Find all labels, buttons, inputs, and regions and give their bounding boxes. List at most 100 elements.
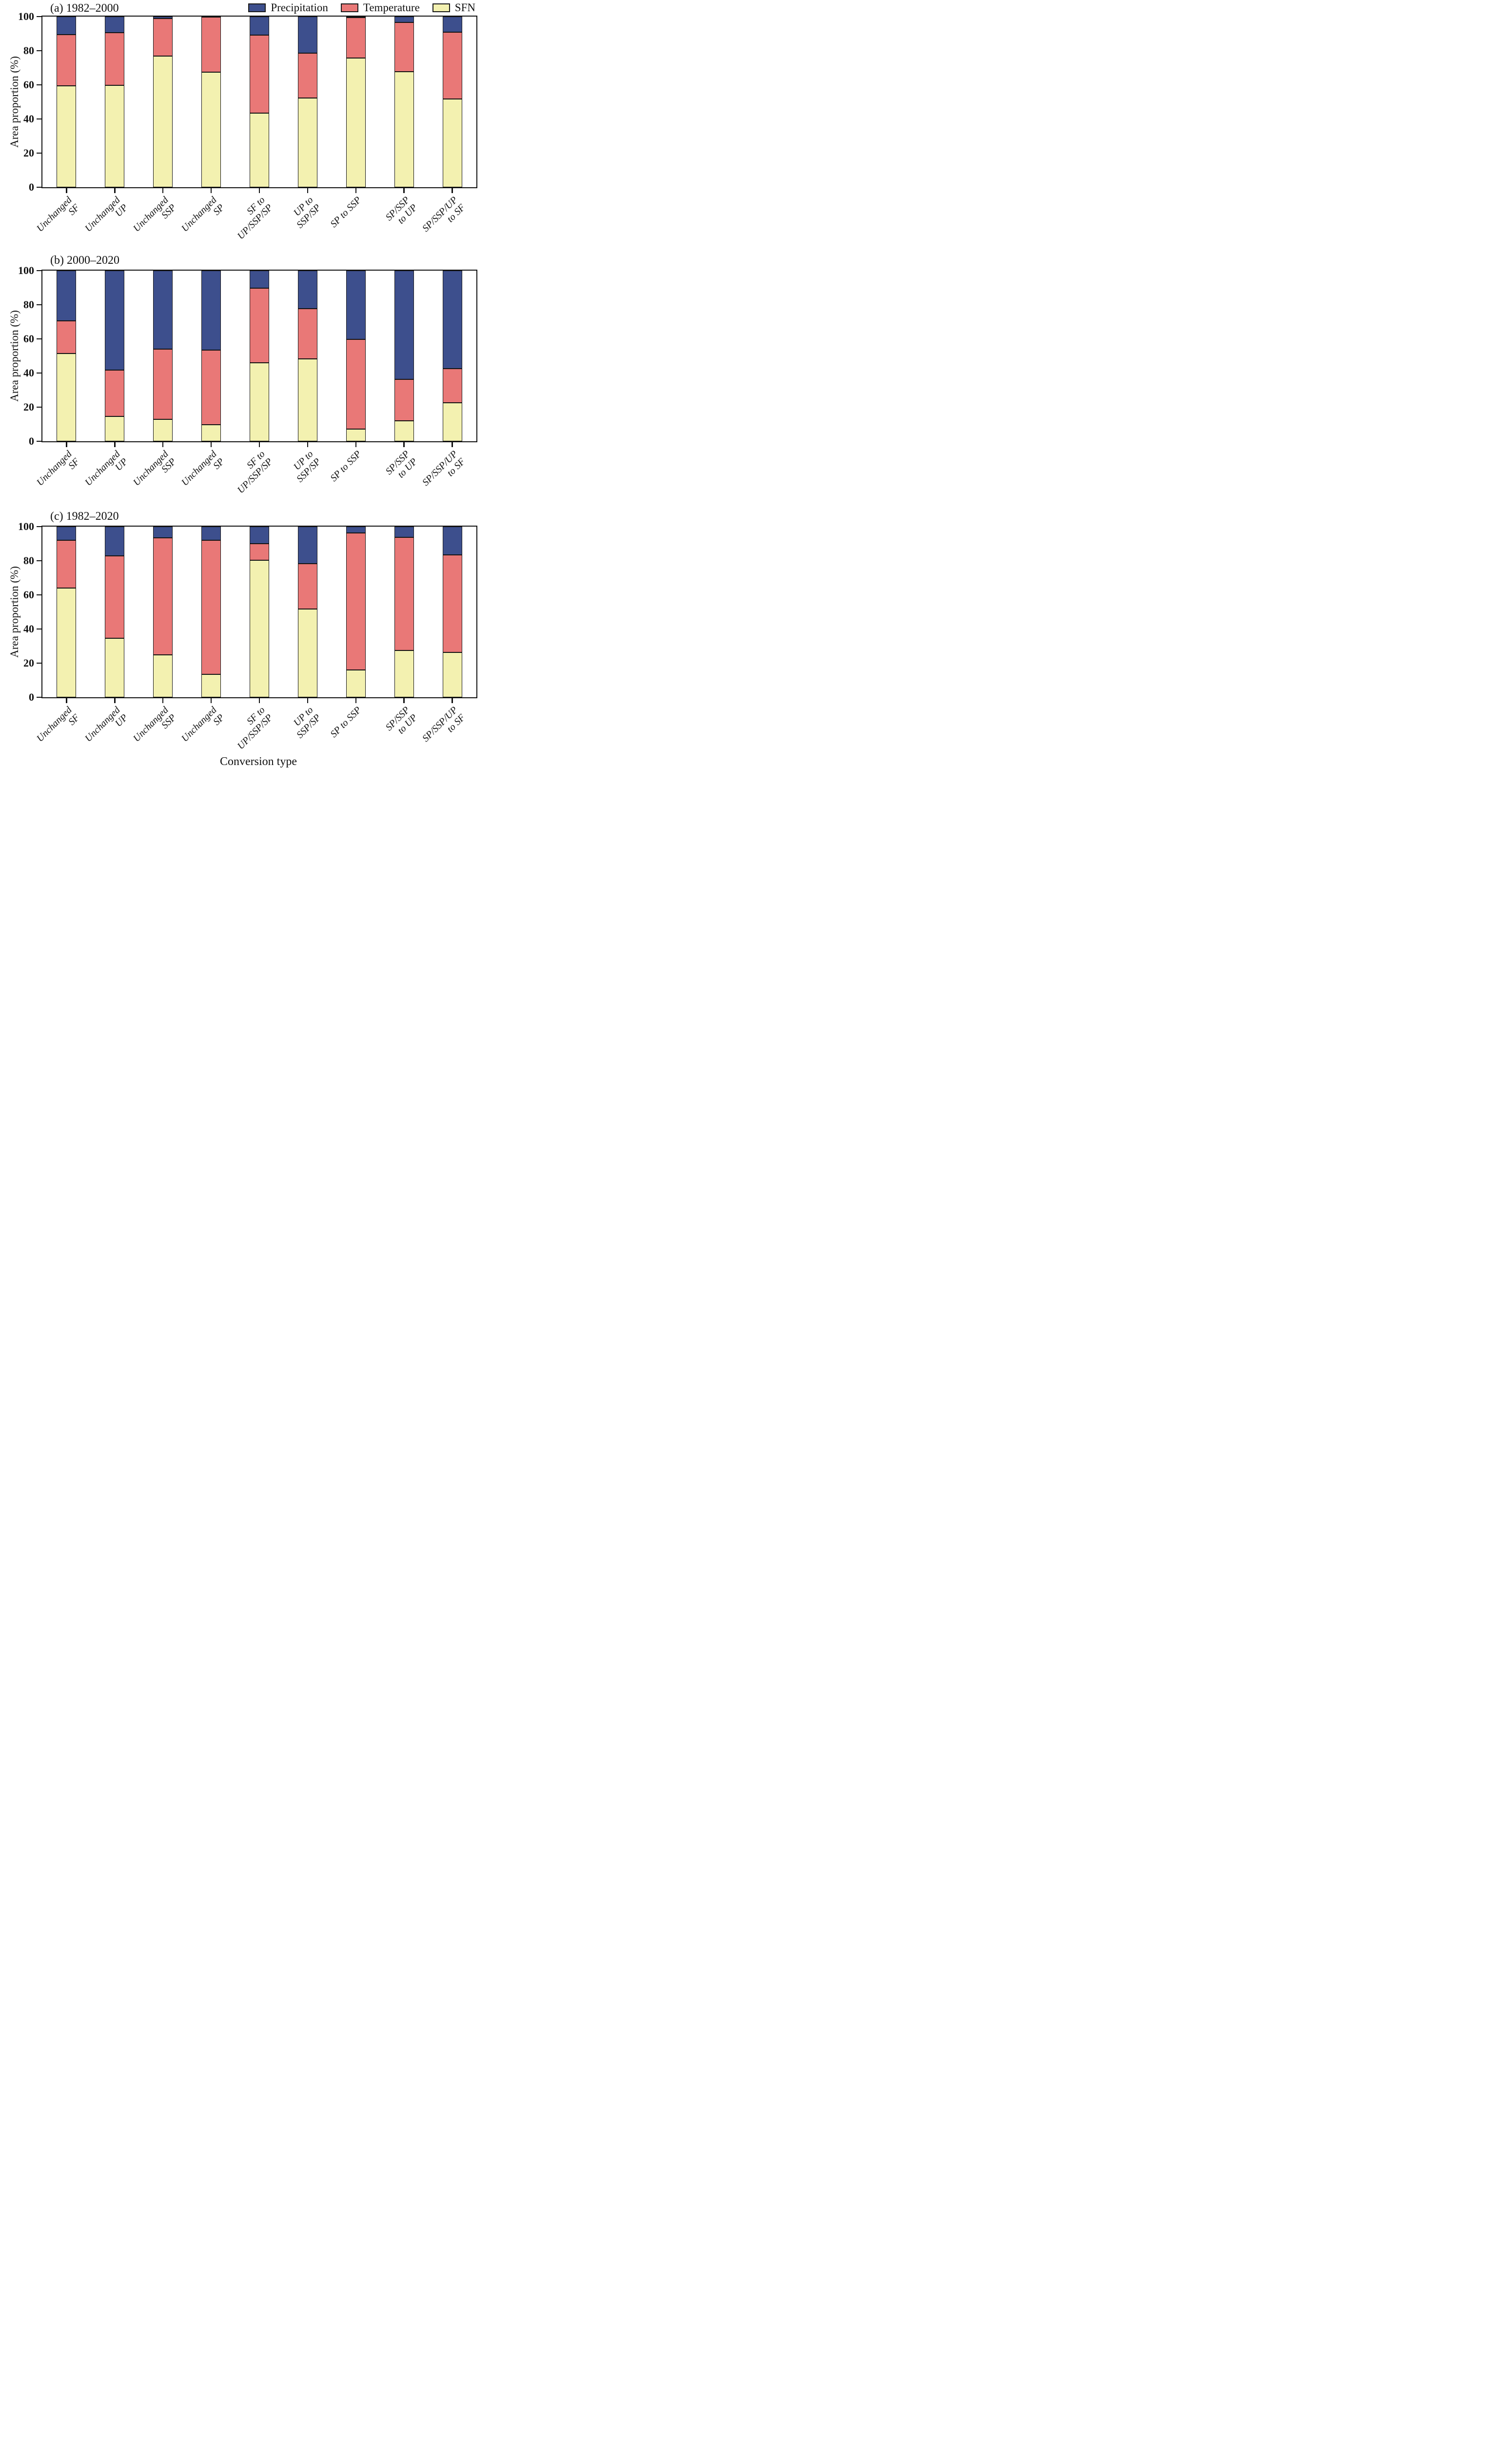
bar-segment-precipitation xyxy=(297,271,317,309)
x-tick xyxy=(258,697,260,703)
bar-sp-to-ssp xyxy=(346,527,366,697)
x-tick xyxy=(114,441,116,447)
x-tick xyxy=(452,441,453,447)
bar-segment-precipitation xyxy=(201,527,221,540)
x-tick xyxy=(258,441,260,447)
y-tick-label: 20 xyxy=(23,401,34,413)
x-tick-label-text: Unchanged SSP xyxy=(131,195,178,234)
x-tick xyxy=(66,187,67,193)
bar-segment-sfn xyxy=(57,86,77,187)
y-tick-label: 60 xyxy=(23,79,34,91)
bar-segment-sfn xyxy=(442,402,462,441)
bar-segment-sfn xyxy=(153,56,173,187)
x-tick xyxy=(355,697,357,703)
x-tick xyxy=(66,697,67,703)
x-tick-label-text: SP to SSP xyxy=(328,705,364,740)
y-tick-label: 0 xyxy=(29,691,34,703)
y-tick xyxy=(37,118,42,120)
x-tick-label-text: Unchanged SP xyxy=(179,705,227,744)
legend: Precipitation Temperature SFN xyxy=(248,1,475,14)
bar-unchanged-ssp xyxy=(153,271,173,441)
y-tick xyxy=(37,152,42,154)
bar-segment-temperature xyxy=(297,308,317,359)
y-tick-label: 40 xyxy=(23,113,34,125)
bar-segment-temperature xyxy=(57,540,77,588)
x-tick-label-text: Unchanged SP xyxy=(179,195,227,234)
bar-segment-precipitation xyxy=(105,527,125,556)
x-tick-label-text: SP to SSP xyxy=(328,449,364,484)
y-tick-label: 60 xyxy=(23,333,34,345)
x-tick-label-text: SP/SSP/UP to SF xyxy=(420,705,468,744)
bar-segment-sfn xyxy=(105,416,125,441)
bar-segment-temperature xyxy=(57,35,77,86)
bar-sp-ssp-up-to-sf xyxy=(442,271,462,441)
bar-unchanged-ssp xyxy=(153,17,173,187)
bar-segment-temperature xyxy=(442,32,462,99)
bar-sp-ssp-up-to-sf xyxy=(442,17,462,187)
bar-segment-temperature xyxy=(394,537,414,651)
bar-segment-precipitation xyxy=(57,527,77,540)
bar-segment-temperature xyxy=(105,556,125,638)
bar-sp-to-ssp xyxy=(346,271,366,441)
bar-segment-temperature xyxy=(346,17,366,58)
x-tick xyxy=(162,441,164,447)
bar-up-to-ssp-sp xyxy=(297,527,317,697)
bar-segment-precipitation xyxy=(250,527,269,544)
x-tick xyxy=(307,187,309,193)
bar-segment-temperature xyxy=(346,339,366,429)
x-tick-label-text: Unchanged UP xyxy=(83,195,130,234)
y-axis-label: Area proportion (%) xyxy=(8,56,20,148)
bar-segment-temperature xyxy=(442,554,462,652)
x-tick-label-text: Unchanged UP xyxy=(83,705,130,744)
bar-segment-sfn xyxy=(297,358,317,441)
bar-unchanged-sf xyxy=(57,527,77,697)
x-tick-label-text: UP to SSP/SP xyxy=(291,195,323,231)
y-tick-label: 100 xyxy=(18,10,34,22)
x-tick-label-text: SP/SSP/UP to SF xyxy=(420,195,468,234)
y-tick xyxy=(37,270,42,272)
bar-unchanged-sp xyxy=(201,16,221,187)
y-tick xyxy=(37,186,42,188)
bar-segment-sfn xyxy=(394,650,414,697)
y-tick xyxy=(37,560,42,562)
bar-segment-sfn xyxy=(201,72,221,187)
bar-segment-temperature xyxy=(346,532,366,670)
y-tick-label: 0 xyxy=(29,435,34,447)
bar-segment-temperature xyxy=(250,544,269,560)
bar-segment-temperature xyxy=(57,321,77,354)
bar-segment-precipitation xyxy=(346,271,366,340)
bar-segment-precipitation xyxy=(57,271,77,321)
y-tick-label: 40 xyxy=(23,367,34,379)
bar-sp-ssp-to-up xyxy=(394,17,414,187)
x-tick xyxy=(114,697,116,703)
bar-sp-ssp-to-up xyxy=(394,271,414,441)
bar-segment-sfn xyxy=(297,98,317,187)
legend-item-temperature: Temperature xyxy=(340,1,420,14)
legend-label: Temperature xyxy=(363,1,420,14)
x-tick xyxy=(452,697,453,703)
figure-stacked-bars: Precipitation Temperature SFN (a) 1982–200… xyxy=(0,0,478,774)
bar-segment-precipitation xyxy=(250,271,269,289)
y-tick xyxy=(37,84,42,86)
bar-segment-sfn xyxy=(394,421,414,441)
bar-segment-sfn xyxy=(346,669,366,697)
bar-unchanged-sf xyxy=(57,17,77,187)
bar-segment-precipitation xyxy=(105,17,125,33)
x-axis-title: Conversion type xyxy=(220,755,297,768)
bar-segment-sfn xyxy=(442,98,462,187)
bar-segment-temperature xyxy=(297,53,317,98)
x-tick-label-text: Unchanged SSP xyxy=(131,705,178,744)
x-tick xyxy=(210,441,212,447)
bar-up-to-ssp-sp xyxy=(297,271,317,441)
bar-segment-precipitation xyxy=(201,16,221,18)
bar-sp-ssp-up-to-sf xyxy=(442,527,462,697)
bar-sp-to-ssp xyxy=(346,16,366,187)
y-tick xyxy=(37,662,42,664)
y-axis-label: Area proportion (%) xyxy=(8,310,20,402)
x-tick xyxy=(307,441,309,447)
x-tick xyxy=(114,187,116,193)
plot-area: Area proportion (%) 0 20 40 60 80 100 Unchange… xyxy=(8,265,477,495)
bar-segment-temperature xyxy=(250,35,269,113)
x-tick-label-text: SP/SSP/UP to SF xyxy=(420,449,468,488)
y-tick-label: 80 xyxy=(23,44,34,57)
